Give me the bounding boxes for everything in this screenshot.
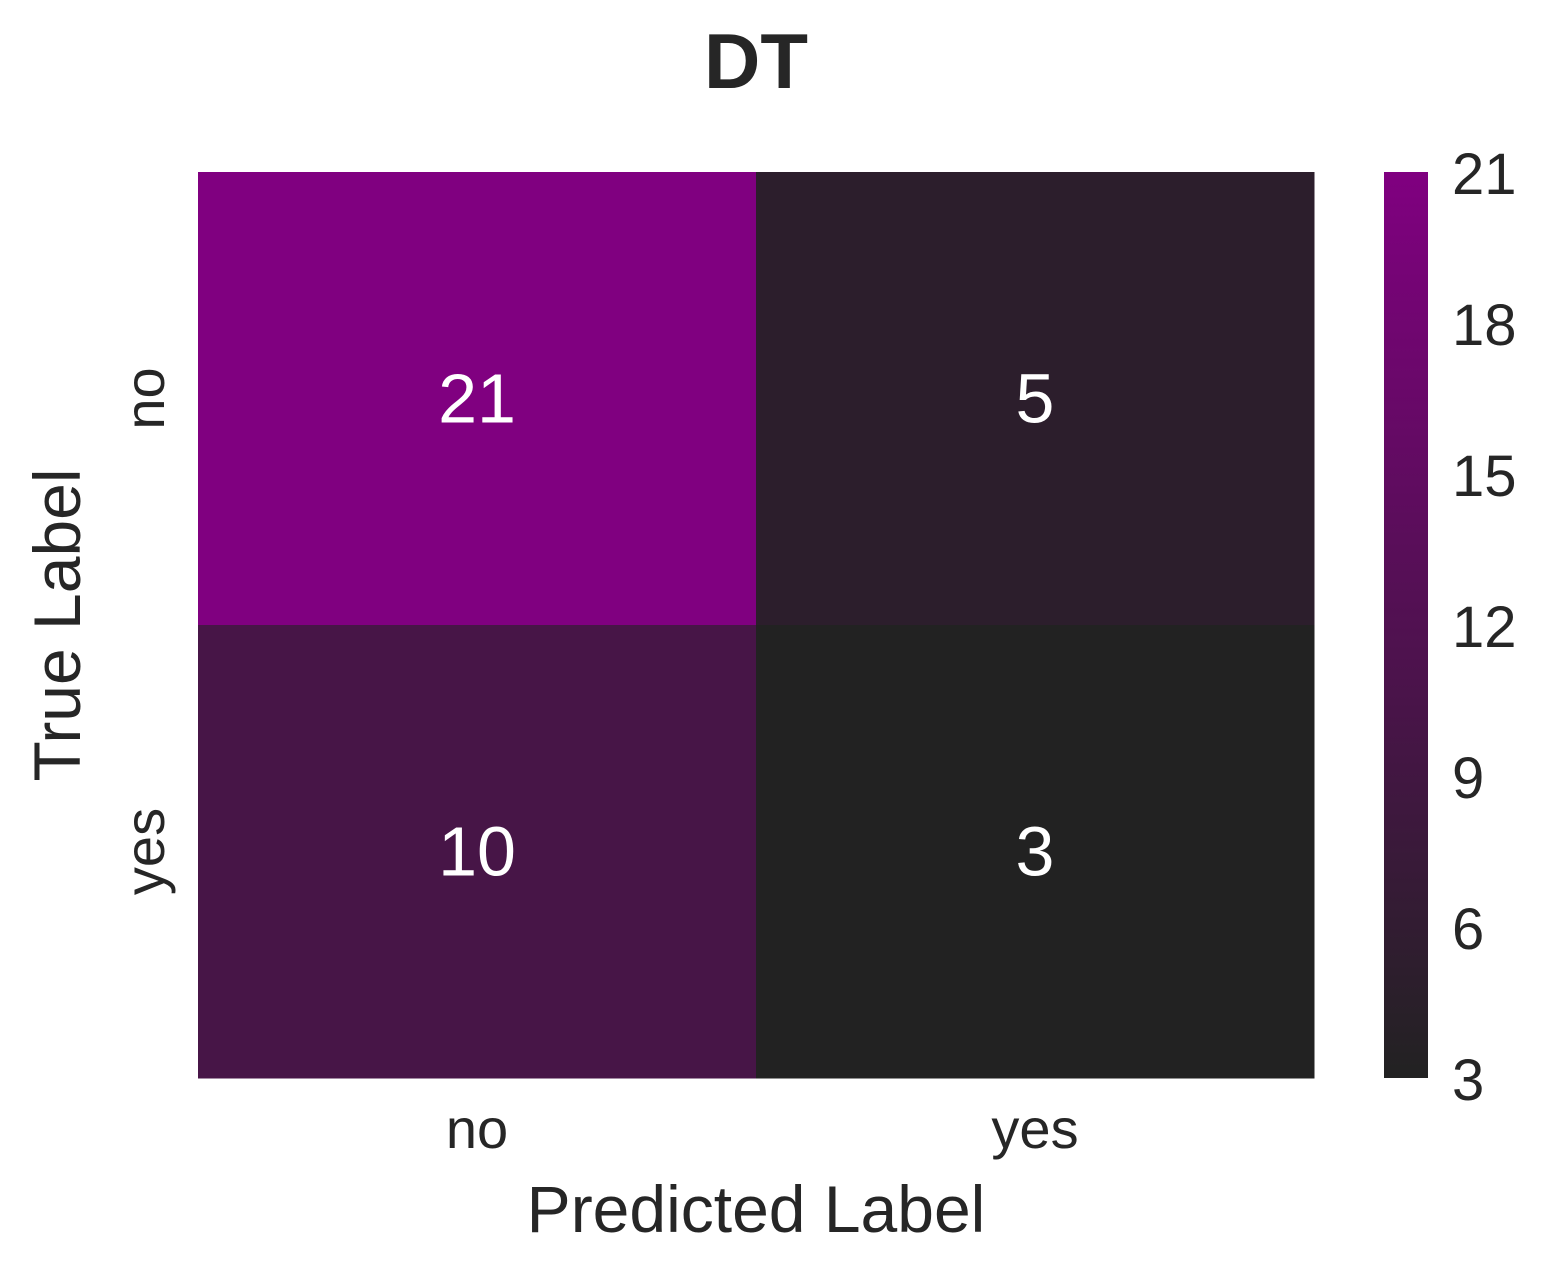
colorbar [1384, 172, 1428, 1078]
x-tick-label: yes [991, 1097, 1078, 1160]
colorbar-tick-label: 21 [1452, 142, 1517, 207]
heatmap-cell [756, 172, 1315, 626]
heatmap-cell [198, 625, 757, 1079]
heatmap-annotations: 21 5 10 3 [438, 360, 1054, 891]
cell-value-label: 3 [1016, 813, 1055, 891]
x-tick-label: no [446, 1097, 508, 1160]
chart-title: DT [704, 17, 808, 105]
y-axis-label: True Label [20, 468, 94, 781]
heatmap-cells [198, 172, 1315, 1079]
colorbar-tick-label: 3 [1452, 1048, 1484, 1113]
colorbar-tick-label: 12 [1452, 595, 1517, 660]
cell-value-label: 21 [438, 360, 516, 438]
y-tick-label: yes [113, 808, 176, 895]
colorbar-tick-labels: 3 6 9 12 15 18 21 [1452, 142, 1517, 1113]
cell-value-label: 10 [438, 813, 516, 891]
heatmap-cell [198, 172, 757, 626]
y-tick-labels: no yes [113, 367, 176, 895]
colorbar-tick-label: 18 [1452, 293, 1517, 358]
colorbar-tick-label: 15 [1452, 444, 1517, 509]
x-axis-label: Predicted Label [527, 1172, 986, 1246]
x-tick-labels: no yes [446, 1097, 1079, 1160]
heatmap-cell [756, 625, 1315, 1079]
y-tick-label: no [113, 367, 176, 429]
colorbar-tick-label: 9 [1452, 746, 1484, 811]
cell-value-label: 5 [1016, 360, 1055, 438]
colorbar-tick-label: 6 [1452, 897, 1484, 962]
